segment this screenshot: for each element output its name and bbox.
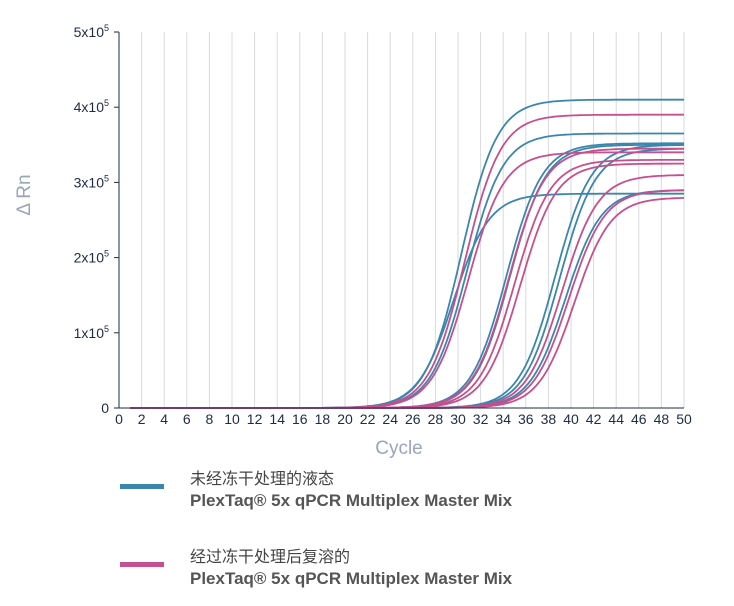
- legend-label-cn: 经过冻干处理后复溶的: [190, 547, 351, 566]
- x-tick-label: 50: [676, 411, 692, 427]
- x-tick-label: 0: [115, 411, 123, 427]
- y-tick-label: 2x105: [74, 249, 109, 266]
- x-tick-label: 46: [631, 411, 647, 427]
- y-tick-label: 0: [101, 400, 109, 416]
- amplification-curve: [130, 144, 684, 409]
- legend-text: 未经冻干处理的液态 PlexTaq® 5x qPCR Multiplex Mas…: [190, 468, 512, 512]
- grid: [118, 32, 685, 408]
- x-tick-label: 26: [405, 411, 421, 427]
- legend-swatch-blue: [120, 484, 164, 489]
- amplification-curve: [130, 197, 685, 409]
- x-axis-title: Cycle: [375, 438, 423, 459]
- amplification-curve: [130, 151, 684, 409]
- x-tick-label: 44: [608, 411, 624, 427]
- x-tick-label: 40: [563, 411, 579, 427]
- y-tick-label: 4x105: [74, 98, 109, 115]
- amplification-curve: [130, 158, 684, 409]
- x-tick-label: 36: [518, 411, 534, 427]
- y-tick-label: 5x105: [74, 23, 109, 40]
- x-tick-label: 4: [160, 411, 168, 427]
- x-tick-label: 42: [586, 411, 602, 427]
- amplification-curve: [130, 192, 684, 409]
- amplification-curve: [130, 132, 684, 409]
- amplification-curve: [130, 113, 684, 409]
- x-tick-label: 22: [360, 411, 376, 427]
- x-tick-labels: 0 2 4 6 8 10 12 14 16 18 20 22 24 26 28 30 32 34 36 38 40 42 4…: [115, 411, 692, 427]
- x-tick-label: 16: [292, 411, 308, 427]
- amplification-curve: [130, 162, 684, 409]
- x-tick-label: 32: [473, 411, 489, 427]
- amplification-curves: [130, 98, 685, 409]
- amplification-curve: [130, 174, 685, 409]
- x-tick-label: 2: [138, 411, 146, 427]
- legend-swatch-pink: [120, 562, 164, 567]
- x-tick-label: 20: [337, 411, 353, 427]
- amplification-curve: [130, 189, 684, 409]
- amplification-curve: [130, 189, 685, 409]
- x-tick-label: 14: [269, 411, 285, 427]
- legend-item-lyophilized: 经过冻干处理后复溶的 PlexTaq® 5x qPCR Multiplex Ma…: [120, 546, 680, 596]
- amplification-curve: [130, 147, 685, 409]
- x-tick-label: 30: [450, 411, 466, 427]
- x-tick-label: 8: [206, 411, 214, 427]
- x-tick-label: 28: [428, 411, 444, 427]
- y-tick-label: 3x105: [74, 173, 109, 190]
- legend-label-product: PlexTaq® 5x qPCR Multiplex Master Mix: [190, 491, 513, 510]
- y-tick-labels: 0 1x105 2x105 3x105 4x105 5x105: [74, 23, 110, 416]
- amplification-curve: [130, 142, 684, 409]
- amplification-curve: [130, 147, 684, 409]
- legend-item-liquid: 未经冻干处理的液态 PlexTaq® 5x qPCR Multiplex Mas…: [120, 468, 680, 518]
- x-tick-label: 6: [183, 411, 191, 427]
- legend-label-cn: 未经冻干处理的液态: [190, 469, 335, 488]
- y-tick-label: 1x105: [74, 324, 109, 341]
- legend-label-product: PlexTaq® 5x qPCR Multiplex Master Mix: [190, 569, 513, 588]
- y-axis-title: Δ Rn: [14, 174, 35, 215]
- x-tick-label: 38: [541, 411, 557, 427]
- x-tick-label: 48: [654, 411, 670, 427]
- x-tick-label: 12: [247, 411, 263, 427]
- x-tick-label: 34: [495, 411, 511, 427]
- legend-text: 经过冻干处理后复溶的 PlexTaq® 5x qPCR Multiplex Ma…: [190, 546, 512, 590]
- qpcr-amplification-chart: 0 2 4 6 8 10 12 14 16 18 20 22 24 26 28 30 32 34 36 38 40 42 4…: [14, 23, 692, 459]
- x-tick-label: 24: [382, 411, 398, 427]
- x-tick-label: 18: [315, 411, 331, 427]
- axes: [114, 31, 684, 409]
- amplification-curve: [130, 143, 684, 409]
- x-tick-label: 10: [224, 411, 240, 427]
